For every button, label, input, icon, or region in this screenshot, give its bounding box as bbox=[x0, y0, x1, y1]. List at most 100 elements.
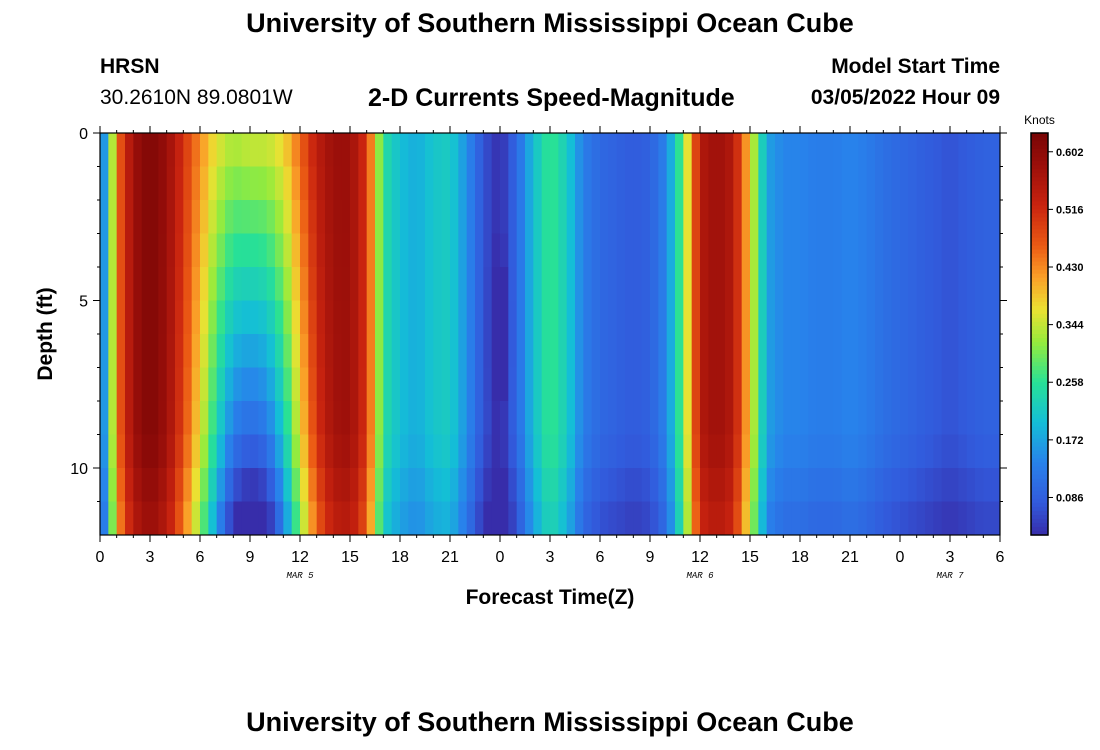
heatmap-cell bbox=[900, 334, 909, 369]
heatmap-cell bbox=[825, 367, 834, 402]
colorbar-segment bbox=[1031, 522, 1048, 528]
colorbar-segment bbox=[1031, 265, 1048, 271]
heatmap-cell bbox=[775, 468, 784, 503]
heatmap-cell bbox=[775, 200, 784, 235]
heatmap-cell bbox=[925, 401, 934, 436]
colorbar-segment bbox=[1031, 225, 1048, 231]
heatmap-cell bbox=[791, 501, 801, 535]
heatmap-cell bbox=[275, 166, 284, 201]
heatmap-cell bbox=[158, 401, 168, 436]
heatmap-cell bbox=[741, 367, 751, 402]
heatmap-cell bbox=[333, 133, 343, 168]
heatmap-cell bbox=[675, 133, 684, 168]
heatmap-cell bbox=[566, 133, 576, 168]
colorbar-segment bbox=[1031, 342, 1048, 347]
heatmap-cell bbox=[408, 267, 418, 302]
heatmap-cell bbox=[641, 166, 651, 201]
heatmap-cell bbox=[441, 468, 451, 503]
heatmap-cell bbox=[833, 468, 843, 503]
heatmap-cell bbox=[941, 367, 951, 402]
heatmap-cell bbox=[875, 334, 884, 369]
heatmap-cell bbox=[150, 501, 159, 535]
heatmap-cell bbox=[866, 468, 876, 503]
heatmap-cell bbox=[425, 300, 434, 335]
heatmap-cell bbox=[733, 200, 743, 235]
heatmap-cell bbox=[216, 434, 226, 469]
heatmap-cell bbox=[200, 401, 209, 436]
heatmap-cell bbox=[250, 334, 259, 369]
heatmap-cell bbox=[975, 501, 984, 535]
heatmap-cell bbox=[566, 401, 576, 436]
heatmap-cell bbox=[991, 300, 1000, 335]
heatmap-cell bbox=[158, 334, 168, 369]
heatmap-cell bbox=[416, 501, 426, 535]
heatmap-cell bbox=[783, 367, 793, 402]
heatmap-cell bbox=[208, 300, 218, 335]
heatmap-cell bbox=[650, 367, 659, 402]
heatmap-cell bbox=[691, 166, 701, 201]
heatmap-cell bbox=[900, 233, 909, 268]
heatmap-cell bbox=[375, 367, 384, 402]
heatmap-cell bbox=[616, 133, 626, 168]
heatmap-cell bbox=[741, 133, 751, 168]
heatmap-cell bbox=[700, 468, 709, 503]
heatmap-cell bbox=[950, 468, 959, 503]
heatmap-cell bbox=[133, 233, 143, 268]
heatmap-cell bbox=[650, 267, 659, 302]
heatmap-cell bbox=[675, 401, 684, 436]
heatmap-cell bbox=[508, 233, 518, 268]
heatmap-cell bbox=[283, 468, 293, 503]
heatmap-cell bbox=[641, 468, 651, 503]
heatmap-cell bbox=[233, 300, 243, 335]
colorbar-segment bbox=[1031, 334, 1048, 339]
heatmap-cell bbox=[433, 468, 443, 503]
heatmap-cell bbox=[841, 334, 851, 369]
heatmap-cell bbox=[233, 367, 243, 402]
heatmap-cell bbox=[808, 200, 818, 235]
heatmap-cell bbox=[775, 166, 784, 201]
heatmap-cell bbox=[100, 267, 109, 302]
y-axis-label: Depth (ft) bbox=[34, 287, 57, 380]
heatmap-cell bbox=[608, 468, 618, 503]
heatmap-cell bbox=[908, 434, 918, 469]
heatmap-cell bbox=[166, 267, 176, 302]
heatmap-cell bbox=[475, 133, 484, 168]
heatmap-cell bbox=[366, 401, 376, 436]
heatmap-cell bbox=[633, 133, 643, 168]
heatmap-cell bbox=[200, 468, 209, 503]
x-axis: 0 3 6 9 12 15 18 21 0 3 6 9 12 15 18 21 0 3 6 MAR 5 MAR 6 MAR… bbox=[96, 126, 1005, 581]
heatmap-cell bbox=[775, 133, 784, 168]
heatmap-cell bbox=[600, 434, 609, 469]
colorbar-segment bbox=[1031, 530, 1048, 536]
heatmap-cell bbox=[516, 200, 526, 235]
heatmap-cell bbox=[283, 501, 293, 535]
heatmap-cell bbox=[691, 501, 701, 535]
heatmap-cell bbox=[975, 468, 984, 503]
heatmap-cell bbox=[450, 501, 459, 535]
heatmap-cell bbox=[558, 501, 568, 535]
heatmap-cell bbox=[691, 133, 701, 168]
heatmap-cell bbox=[533, 501, 543, 535]
heatmap-cell bbox=[950, 501, 959, 535]
heatmap-cell bbox=[525, 501, 534, 535]
heatmap-cell bbox=[350, 267, 359, 302]
heatmap-cell bbox=[116, 200, 126, 235]
heatmap-cell bbox=[975, 367, 984, 402]
heatmap-cell bbox=[716, 501, 726, 535]
heatmap-cell bbox=[758, 200, 768, 235]
heatmap-cell bbox=[600, 166, 609, 201]
heatmap-cell bbox=[491, 367, 501, 402]
heatmap-cell bbox=[325, 233, 334, 268]
heatmap-cell bbox=[200, 133, 209, 168]
heatmap-cell bbox=[950, 166, 959, 201]
heatmap-cell bbox=[975, 300, 984, 335]
heatmap-cell bbox=[116, 133, 126, 168]
heatmap-cell bbox=[466, 501, 476, 535]
heatmap-cell bbox=[541, 133, 551, 168]
heatmap-cell bbox=[675, 434, 684, 469]
heatmap-cell bbox=[833, 501, 843, 535]
heatmap-cell bbox=[566, 233, 576, 268]
colorbar-segment bbox=[1031, 189, 1048, 194]
heatmap-cell bbox=[525, 267, 534, 302]
heatmap-cell bbox=[608, 501, 618, 535]
